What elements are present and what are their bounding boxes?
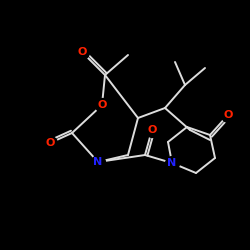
Text: O: O (147, 125, 157, 135)
Text: N: N (94, 157, 103, 167)
Text: O: O (97, 100, 107, 110)
Text: O: O (45, 138, 55, 148)
Text: N: N (168, 158, 176, 168)
Text: O: O (77, 47, 87, 57)
Text: O: O (223, 110, 233, 120)
